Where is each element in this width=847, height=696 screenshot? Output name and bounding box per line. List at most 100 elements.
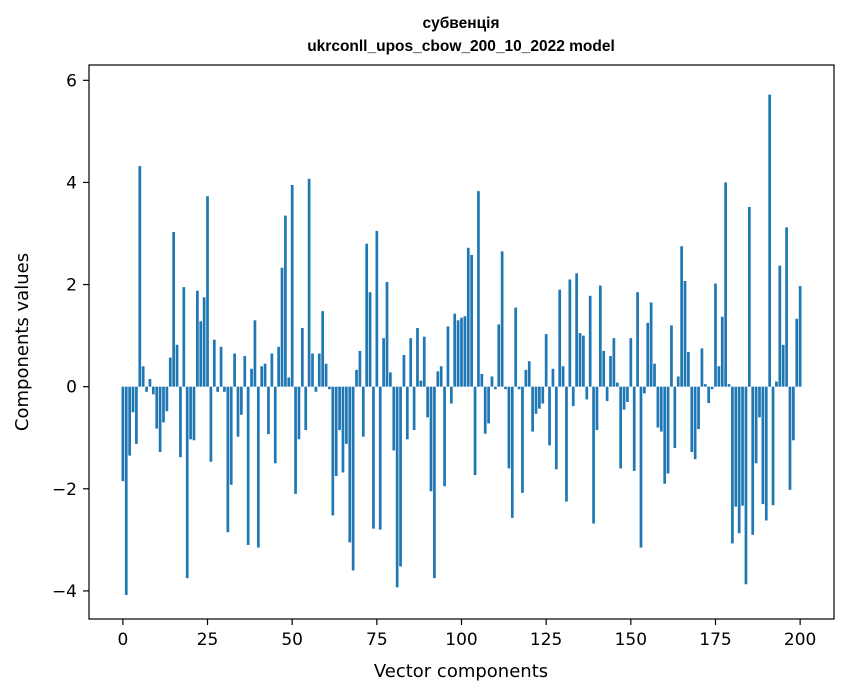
bar bbox=[710, 386, 714, 390]
x-axis-ticks: 0 25 50 75 100 125 150 175 200 bbox=[117, 619, 816, 650]
bar bbox=[233, 353, 236, 387]
bar bbox=[280, 267, 284, 387]
bar bbox=[747, 206, 751, 387]
bar bbox=[226, 386, 230, 533]
bar bbox=[273, 386, 277, 464]
bar bbox=[141, 366, 145, 387]
bar bbox=[538, 386, 541, 409]
bar bbox=[189, 386, 192, 440]
x-tick-label: 25 bbox=[197, 630, 219, 650]
bar bbox=[615, 382, 619, 387]
bar bbox=[429, 386, 433, 492]
y-tick-label: 2 bbox=[66, 276, 77, 296]
bar bbox=[151, 386, 155, 395]
bar bbox=[612, 338, 616, 387]
bar bbox=[446, 326, 450, 387]
bar bbox=[781, 344, 785, 387]
bar bbox=[497, 324, 501, 387]
bar bbox=[568, 279, 572, 387]
bar bbox=[219, 346, 223, 387]
bar bbox=[405, 386, 409, 440]
bar bbox=[212, 339, 216, 387]
bar bbox=[687, 351, 690, 387]
bar bbox=[246, 386, 250, 545]
y-tick-label: −4 bbox=[52, 582, 77, 602]
bar bbox=[571, 386, 575, 407]
bar bbox=[714, 283, 717, 387]
chart-title-line2: ukrconll_upos_cbow_200_10_2022 model bbox=[307, 38, 615, 55]
bar bbox=[639, 386, 643, 548]
bar bbox=[720, 316, 724, 387]
bar bbox=[561, 366, 565, 387]
bar bbox=[754, 386, 758, 464]
bar bbox=[321, 311, 325, 387]
bar bbox=[209, 386, 213, 462]
bar bbox=[307, 178, 311, 387]
bar bbox=[416, 327, 419, 387]
bar bbox=[663, 386, 667, 484]
bar bbox=[626, 386, 629, 402]
bar bbox=[582, 335, 585, 387]
bar bbox=[463, 316, 467, 387]
bar bbox=[145, 386, 148, 392]
bar bbox=[758, 386, 761, 418]
x-tick-label: 150 bbox=[615, 630, 647, 650]
bar bbox=[121, 386, 125, 482]
bar bbox=[727, 384, 731, 387]
bar bbox=[524, 369, 528, 387]
bar bbox=[131, 386, 135, 413]
bar bbox=[294, 386, 297, 494]
bar bbox=[646, 322, 650, 387]
bar bbox=[165, 386, 169, 412]
bar bbox=[595, 386, 599, 431]
bar bbox=[771, 386, 775, 506]
bar bbox=[361, 386, 365, 437]
bar bbox=[449, 386, 453, 404]
x-tick-label: 75 bbox=[366, 630, 388, 650]
bar bbox=[402, 355, 406, 387]
bar bbox=[216, 386, 220, 392]
bar bbox=[300, 327, 304, 387]
bar bbox=[192, 386, 196, 441]
x-tick-label: 100 bbox=[445, 630, 477, 650]
bar bbox=[666, 386, 670, 474]
bar bbox=[480, 373, 484, 387]
bar bbox=[162, 386, 165, 423]
bar bbox=[707, 386, 711, 404]
bar bbox=[554, 386, 558, 470]
bar bbox=[588, 295, 592, 387]
chart-title-line1: субвенція bbox=[422, 15, 499, 32]
bar bbox=[168, 357, 172, 387]
bar bbox=[341, 386, 345, 473]
bar bbox=[636, 292, 639, 387]
bar bbox=[466, 247, 470, 387]
bar bbox=[297, 386, 301, 440]
bar bbox=[290, 184, 294, 387]
bar bbox=[324, 363, 328, 387]
x-tick-label: 125 bbox=[530, 630, 562, 650]
bar bbox=[317, 353, 321, 387]
bar bbox=[365, 243, 369, 387]
bar bbox=[240, 386, 243, 415]
bar bbox=[500, 251, 504, 387]
x-tick-label: 50 bbox=[281, 630, 303, 650]
bar bbox=[514, 307, 518, 387]
bar bbox=[385, 282, 389, 387]
bar bbox=[358, 350, 362, 387]
bar bbox=[731, 386, 734, 544]
bar bbox=[453, 313, 457, 387]
bar bbox=[673, 386, 677, 448]
bar bbox=[792, 386, 795, 441]
bar bbox=[229, 386, 233, 485]
bar bbox=[700, 348, 704, 387]
bar bbox=[304, 386, 308, 431]
bar bbox=[629, 338, 633, 387]
bar bbox=[598, 285, 602, 387]
bar bbox=[409, 338, 413, 387]
bar bbox=[670, 325, 673, 387]
bar bbox=[521, 386, 524, 493]
bar bbox=[768, 94, 772, 387]
bar bbox=[328, 386, 331, 390]
bar bbox=[389, 372, 392, 387]
bar bbox=[443, 386, 446, 487]
